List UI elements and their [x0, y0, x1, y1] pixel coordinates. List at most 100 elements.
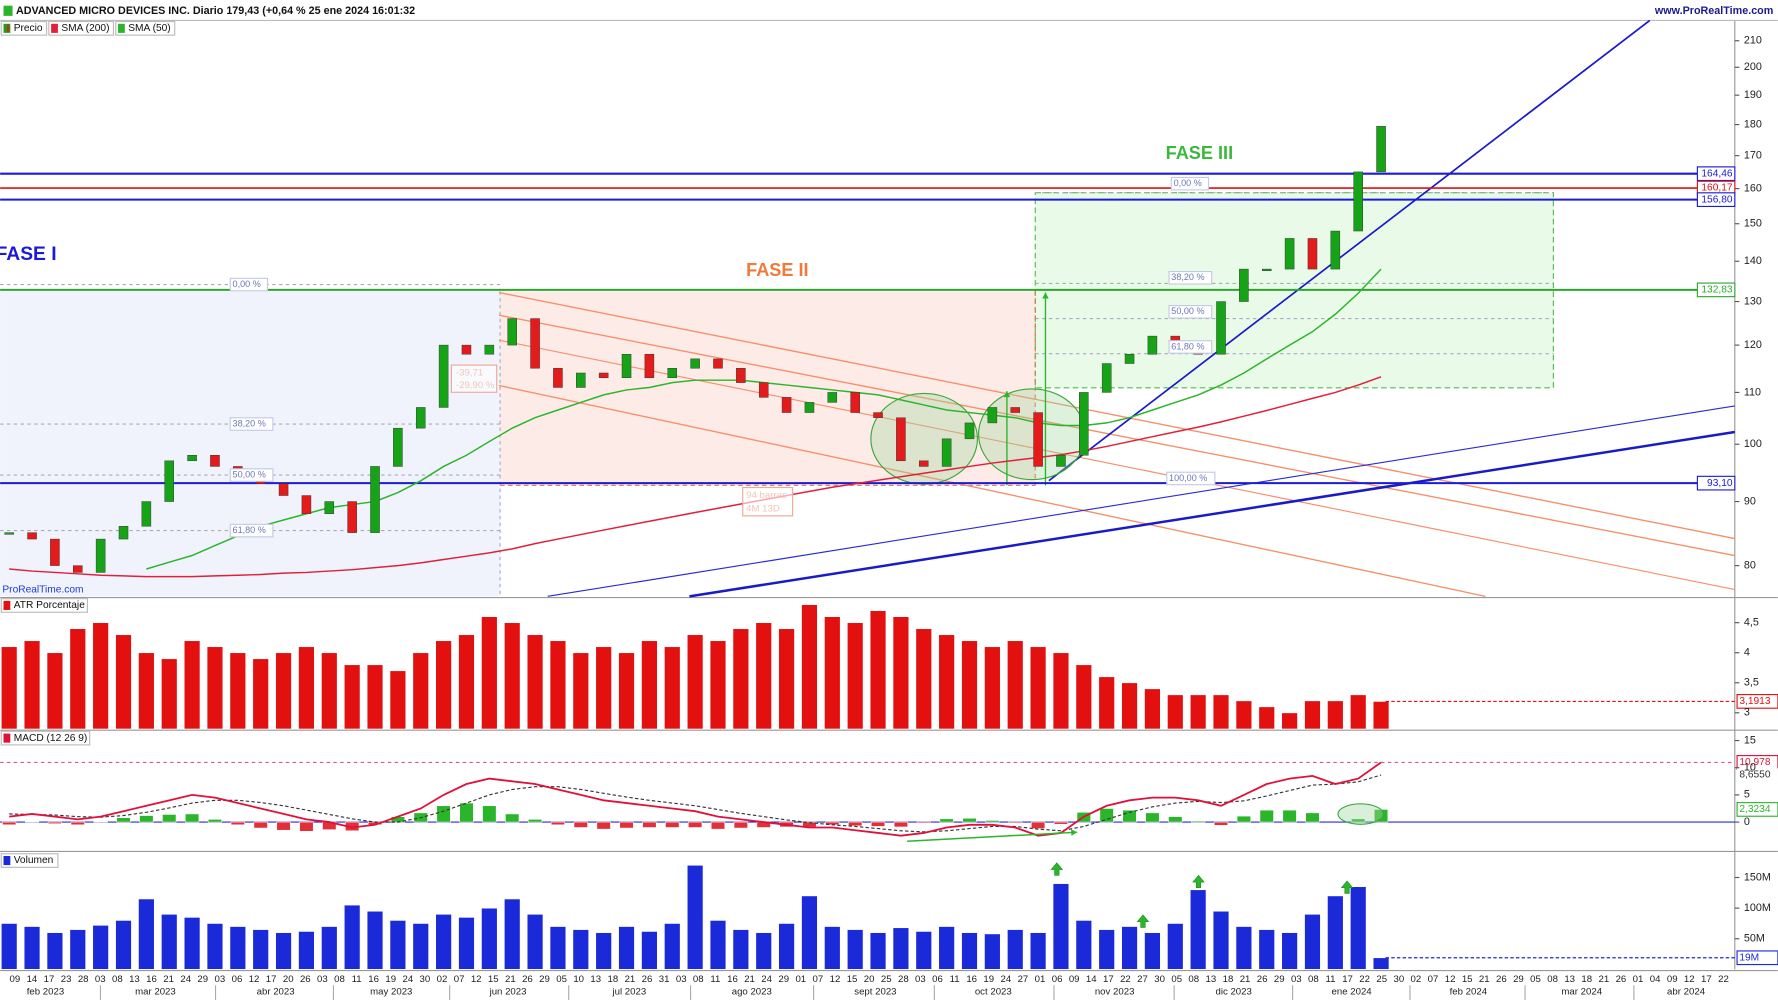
x-tick-label: 20 — [283, 974, 294, 985]
x-month-label: feb 2024 — [1450, 987, 1488, 998]
bar — [115, 634, 132, 730]
y-tick-label: 4 — [1744, 647, 1750, 659]
bar — [824, 616, 841, 730]
x-tick-label: 12 — [471, 974, 482, 985]
bar — [915, 628, 933, 730]
legend-label: SMA (200) — [61, 23, 109, 34]
bar — [481, 907, 498, 970]
annotation: 0,00 % — [233, 279, 261, 289]
x-tick-label: 24 — [761, 974, 772, 985]
x-tick-label: 10 — [573, 974, 584, 985]
histogram-bar — [253, 821, 268, 829]
candle — [1056, 455, 1066, 467]
histogram-bar — [985, 820, 1000, 823]
x-tick-label: 29 — [539, 974, 550, 985]
bar — [1029, 932, 1047, 970]
bar — [663, 923, 681, 970]
candle — [827, 392, 838, 403]
histogram-bar — [916, 821, 931, 824]
annotation-box — [742, 486, 794, 517]
histogram-bar — [1282, 809, 1297, 823]
annotation: FASE III — [1166, 143, 1233, 163]
x-tick-label: 02 — [1411, 974, 1422, 985]
bar — [1372, 701, 1390, 730]
bar — [1327, 895, 1344, 970]
bar — [915, 931, 933, 970]
bar — [824, 926, 841, 970]
histogram-bar — [1145, 812, 1160, 823]
bar — [709, 640, 727, 730]
legend-swatch — [118, 23, 125, 33]
bar — [1167, 694, 1184, 730]
bar — [869, 610, 887, 730]
x-tick-label: 09 — [1069, 974, 1080, 985]
legend-label: Volumen — [14, 855, 54, 866]
bar — [366, 910, 384, 970]
candle — [1330, 230, 1341, 270]
x-tick-label: 22 — [1718, 974, 1729, 985]
x-tick-label: 26 — [300, 974, 311, 985]
bar — [206, 646, 224, 730]
histogram-bar — [1236, 815, 1251, 823]
candle — [1010, 407, 1020, 413]
bar — [1349, 694, 1367, 730]
legend-swatch — [3, 733, 11, 743]
x-tick-label: 21 — [744, 974, 755, 985]
bar — [46, 652, 64, 730]
annotation: 0,00 % — [1174, 178, 1202, 188]
bar — [298, 931, 315, 970]
x-month-label: dic 2023 — [1215, 987, 1251, 998]
annotation-box — [229, 277, 269, 292]
x-tick-label: 11 — [352, 974, 362, 985]
x-tick-label: 25 — [881, 974, 892, 985]
y-tick-label: 100M — [1744, 902, 1771, 914]
bar — [183, 640, 201, 730]
y-tick-label: 190 — [1744, 89, 1762, 101]
x-tick-label: 03 — [317, 974, 328, 985]
bar — [572, 929, 590, 970]
candle — [347, 501, 357, 533]
bar — [1121, 926, 1138, 970]
legend-box — [48, 20, 115, 36]
bar — [595, 932, 612, 970]
bar — [0, 646, 18, 730]
x-tick-label: 18 — [1223, 974, 1234, 985]
histogram-bar — [185, 813, 200, 823]
level-label-box — [1696, 166, 1736, 182]
bar — [435, 640, 452, 730]
bar — [1235, 700, 1253, 730]
candle — [438, 344, 449, 408]
y-tick-label: 15 — [1744, 734, 1756, 746]
candle — [1079, 392, 1089, 456]
bar — [961, 640, 978, 730]
x-tick-label: 25 — [1376, 974, 1387, 985]
x-month-label: jul 2023 — [612, 987, 647, 998]
last-value-label: 19M — [1739, 952, 1759, 963]
x-tick-label: 17 — [266, 974, 277, 985]
candle — [370, 466, 380, 533]
y-tick-label: 160 — [1744, 182, 1762, 194]
bar — [1212, 694, 1230, 730]
y-tick-label: 150M — [1744, 871, 1771, 883]
level-label: 93,10 — [1707, 478, 1733, 489]
bar — [69, 929, 87, 970]
legend-swatch — [51, 23, 58, 33]
x-tick-label: 17 — [1103, 974, 1114, 985]
histogram-bar — [1213, 821, 1229, 826]
level-label: 132,83 — [1701, 285, 1732, 296]
x-tick-label: 04 — [1650, 974, 1661, 985]
histogram-bar — [24, 821, 40, 823]
x-tick-label: 30 — [1154, 974, 1165, 985]
y-tick-label: 90 — [1744, 495, 1756, 507]
x-tick-label: 15 — [488, 974, 499, 985]
annotation-box — [229, 523, 274, 538]
last-value-label: 8,6550 — [1739, 770, 1770, 781]
site-link[interactable]: www.ProRealTime.com — [1654, 5, 1773, 17]
legend-box — [0, 730, 91, 746]
bar — [1212, 910, 1230, 970]
annotation: 61,80 % — [1171, 341, 1204, 351]
x-tick-label: 12 — [1684, 974, 1695, 985]
histogram-bar — [1168, 816, 1183, 823]
histogram-bar — [116, 817, 131, 823]
bar — [778, 923, 795, 970]
